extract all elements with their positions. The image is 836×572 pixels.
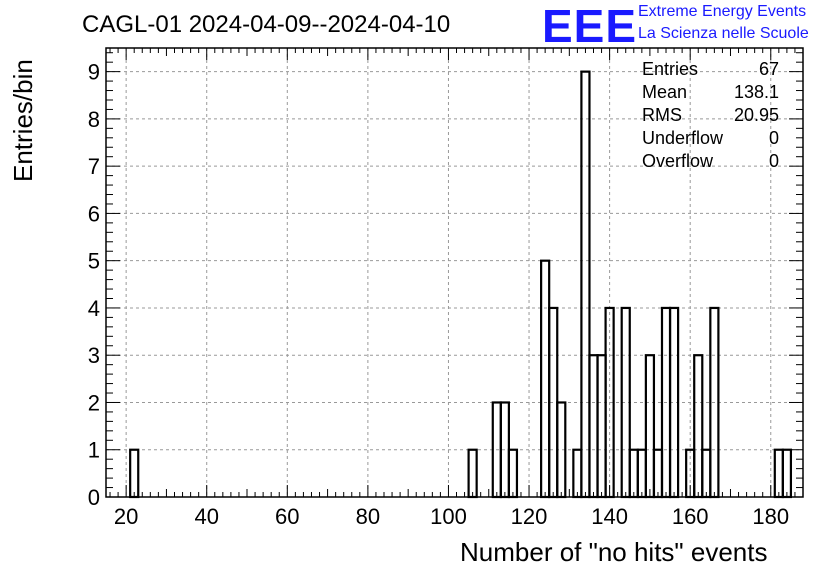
stat-label: Mean [642, 82, 688, 102]
stat-value: 0 [768, 151, 779, 171]
histogram-bar [781, 448, 793, 499]
histogram-bar [507, 448, 519, 499]
stat-row-mean: Mean 138.1 [642, 81, 779, 104]
histogram-bar [129, 448, 140, 499]
histogram-bar [628, 448, 639, 499]
histogram-bar [580, 70, 591, 499]
stat-row-rms: RMS 20.95 [642, 104, 779, 127]
stat-label: Overflow [642, 151, 714, 171]
y-axis-label: Entries/bin [8, 59, 38, 182]
chart-title: CAGL-01 2024-04-09--2024-04-10 [82, 11, 451, 38]
stat-value: 138.1 [733, 82, 779, 102]
histogram-bar [588, 354, 599, 499]
histogram-bar [652, 448, 664, 499]
stat-value: 20.95 [733, 105, 779, 125]
x-tick-label: 140 [591, 504, 628, 529]
histogram-bar [693, 354, 704, 499]
y-tick-label: 4 [88, 296, 100, 321]
histogram-bar [773, 448, 784, 499]
stat-row-entries: Entries 67 [642, 58, 779, 81]
x-tick-label: 60 [275, 504, 299, 529]
y-tick-label: 1 [88, 438, 100, 463]
stat-label: Entries [642, 59, 699, 79]
x-tick-label: 180 [752, 504, 789, 529]
stat-row-underflow: Underflow 0 [642, 127, 779, 150]
histogram-bar [701, 448, 712, 499]
x-tick-label: 40 [194, 504, 218, 529]
y-tick-label: 6 [88, 201, 100, 226]
stat-value: 0 [768, 128, 779, 148]
histogram-bar [540, 259, 551, 499]
histogram-bar [644, 354, 656, 499]
logo-line-2: La Scienza nelle Scuole [638, 25, 809, 42]
histogram-bar [467, 448, 478, 499]
stat-row-overflow: Overflow 0 [642, 150, 779, 173]
y-tick-label: 3 [88, 343, 100, 368]
y-tick-label: 7 [88, 154, 100, 179]
y-tick-label: 2 [88, 390, 100, 415]
x-tick-label: 120 [511, 504, 548, 529]
stat-label: Underflow [642, 128, 724, 148]
x-tick-label: 20 [114, 504, 138, 529]
plot-frame [105, 47, 804, 498]
x-tick-label: 80 [356, 504, 380, 529]
eee-logo: EEE [542, 0, 638, 52]
y-tick-label: 9 [88, 60, 100, 85]
stats-box: Entries 67 Mean 138.1 RMS 20.95 Underflo… [642, 58, 779, 173]
logo-line-1: Extreme Energy Events [638, 3, 807, 20]
y-tick-label: 0 [88, 485, 100, 510]
histogram-bar [596, 354, 607, 499]
y-tick-label: 5 [88, 249, 100, 274]
x-tick-label: 100 [430, 504, 467, 529]
stat-label: RMS [642, 105, 682, 125]
x-tick-label: 160 [672, 504, 709, 529]
histogram-bar [572, 448, 583, 499]
stat-value: 67 [758, 59, 779, 79]
x-axis-label: Number of "no hits" events [460, 537, 768, 567]
histogram-bar [636, 448, 647, 499]
y-tick-label: 8 [88, 107, 100, 132]
